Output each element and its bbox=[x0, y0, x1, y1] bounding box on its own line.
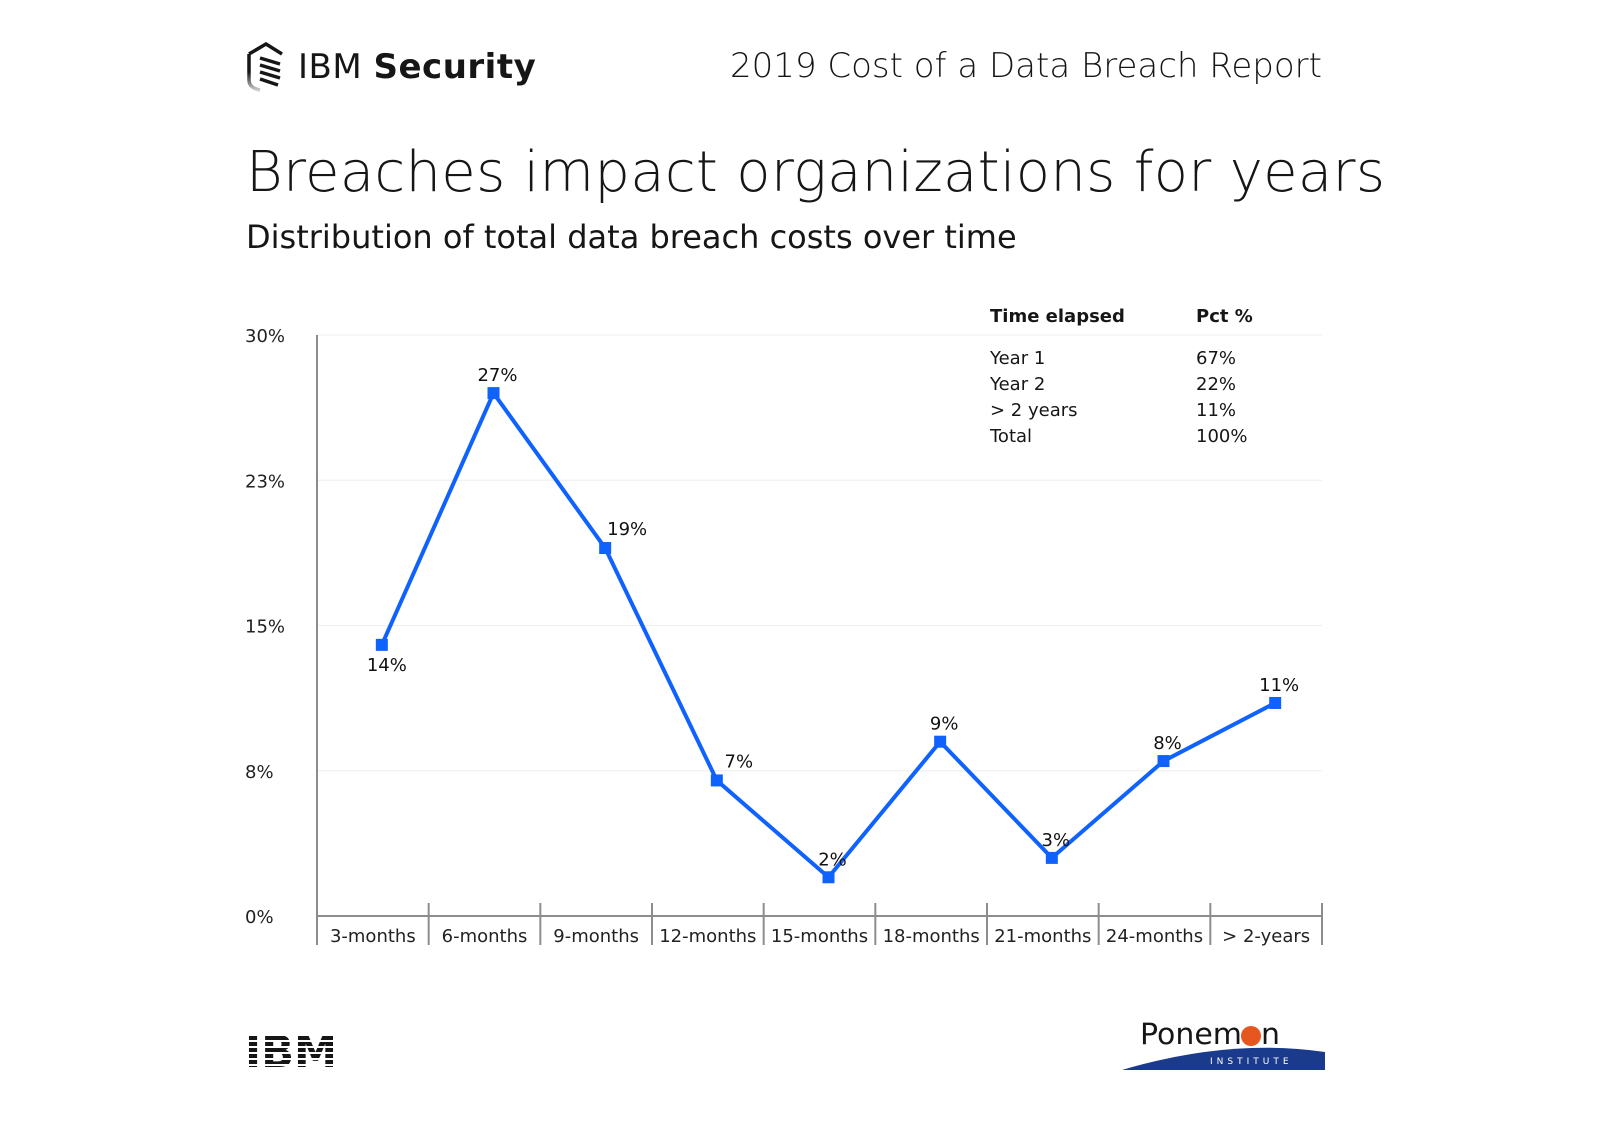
y-tick-label: 30% bbox=[245, 326, 285, 347]
brand-ibm: IBM bbox=[298, 47, 363, 87]
ponemon-institute: INSTITUTE bbox=[1210, 1057, 1293, 1067]
cell: > 2 years bbox=[990, 399, 1078, 421]
data-point bbox=[1269, 696, 1282, 709]
y-tick-label: 0% bbox=[245, 907, 274, 928]
data-label: 8% bbox=[1153, 733, 1182, 754]
header-pct: Pct % bbox=[1196, 306, 1253, 327]
brand-security: Security bbox=[373, 47, 537, 87]
series-line bbox=[380, 391, 1277, 880]
cell: 22% bbox=[1196, 373, 1237, 395]
ponemon-wordmark: Ponem n bbox=[1140, 1017, 1280, 1051]
cell: 100% bbox=[1196, 425, 1248, 447]
data-label: 27% bbox=[477, 365, 517, 386]
data-point bbox=[1045, 851, 1058, 864]
cell: Total bbox=[990, 425, 1033, 447]
header-time-elapsed: Time elapsed bbox=[990, 306, 1125, 327]
x-tick-label: 18-months bbox=[883, 926, 980, 947]
ibm-security-brand: IBM Security bbox=[246, 42, 536, 92]
table-row: Year 1 67% bbox=[990, 345, 1253, 371]
data-point bbox=[710, 774, 723, 787]
report-title: 2019 Cost of a Data Breach Report bbox=[730, 46, 1322, 86]
summary-table: Time elapsed Pct % Year 1 67% Year 2 22% > … bbox=[990, 306, 1253, 449]
data-point bbox=[599, 542, 612, 555]
ponemon-swoosh bbox=[1122, 1047, 1325, 1070]
data-point bbox=[934, 735, 947, 748]
brand-text: IBM Security bbox=[298, 47, 536, 87]
data-label: 7% bbox=[725, 751, 754, 772]
x-tick-label: 9-months bbox=[553, 926, 639, 947]
cell: Year 1 bbox=[990, 347, 1046, 369]
ponemon-sun bbox=[1241, 1026, 1261, 1046]
table-row: Year 2 22% bbox=[990, 371, 1253, 397]
ponemon-institute-logo: Ponem n INSTITUTE bbox=[1122, 1017, 1325, 1070]
page-title: Breaches impact organizations for years bbox=[246, 140, 1386, 205]
y-tick-label: 8% bbox=[245, 762, 274, 783]
data-label: 3% bbox=[1042, 830, 1071, 851]
cell: 67% bbox=[1196, 347, 1237, 369]
x-tick-label: 12-months bbox=[659, 926, 756, 947]
cell: Year 2 bbox=[990, 373, 1046, 395]
table-row: Total 100% bbox=[990, 423, 1253, 449]
ibm-logo: IBM bbox=[245, 1030, 339, 1070]
shield-icon bbox=[247, 42, 283, 92]
cell: 11% bbox=[1196, 399, 1237, 421]
data-point bbox=[487, 387, 500, 400]
x-tick-label: > 2-years bbox=[1222, 926, 1310, 947]
data-label: 14% bbox=[367, 655, 407, 676]
x-tick-label: 6-months bbox=[442, 926, 528, 947]
data-label: 19% bbox=[607, 519, 647, 540]
table-row: > 2 years 11% bbox=[990, 397, 1253, 423]
data-point bbox=[1157, 755, 1170, 768]
data-label: 9% bbox=[930, 714, 959, 735]
y-tick-label: 15% bbox=[245, 617, 285, 638]
data-label: 11% bbox=[1259, 675, 1299, 696]
data-point bbox=[375, 638, 388, 651]
chart-subtitle: Distribution of total data breach costs … bbox=[246, 218, 1017, 256]
x-tick-label: 24-months bbox=[1106, 926, 1203, 947]
data-point bbox=[822, 871, 835, 884]
svg-text:IBM: IBM bbox=[245, 1030, 337, 1070]
y-tick-label: 23% bbox=[245, 471, 285, 492]
data-label: 2% bbox=[818, 849, 847, 870]
x-tick-label: 15-months bbox=[771, 926, 868, 947]
x-tick-label: 21-months bbox=[994, 926, 1091, 947]
x-tick-label: 3-months bbox=[330, 926, 416, 947]
